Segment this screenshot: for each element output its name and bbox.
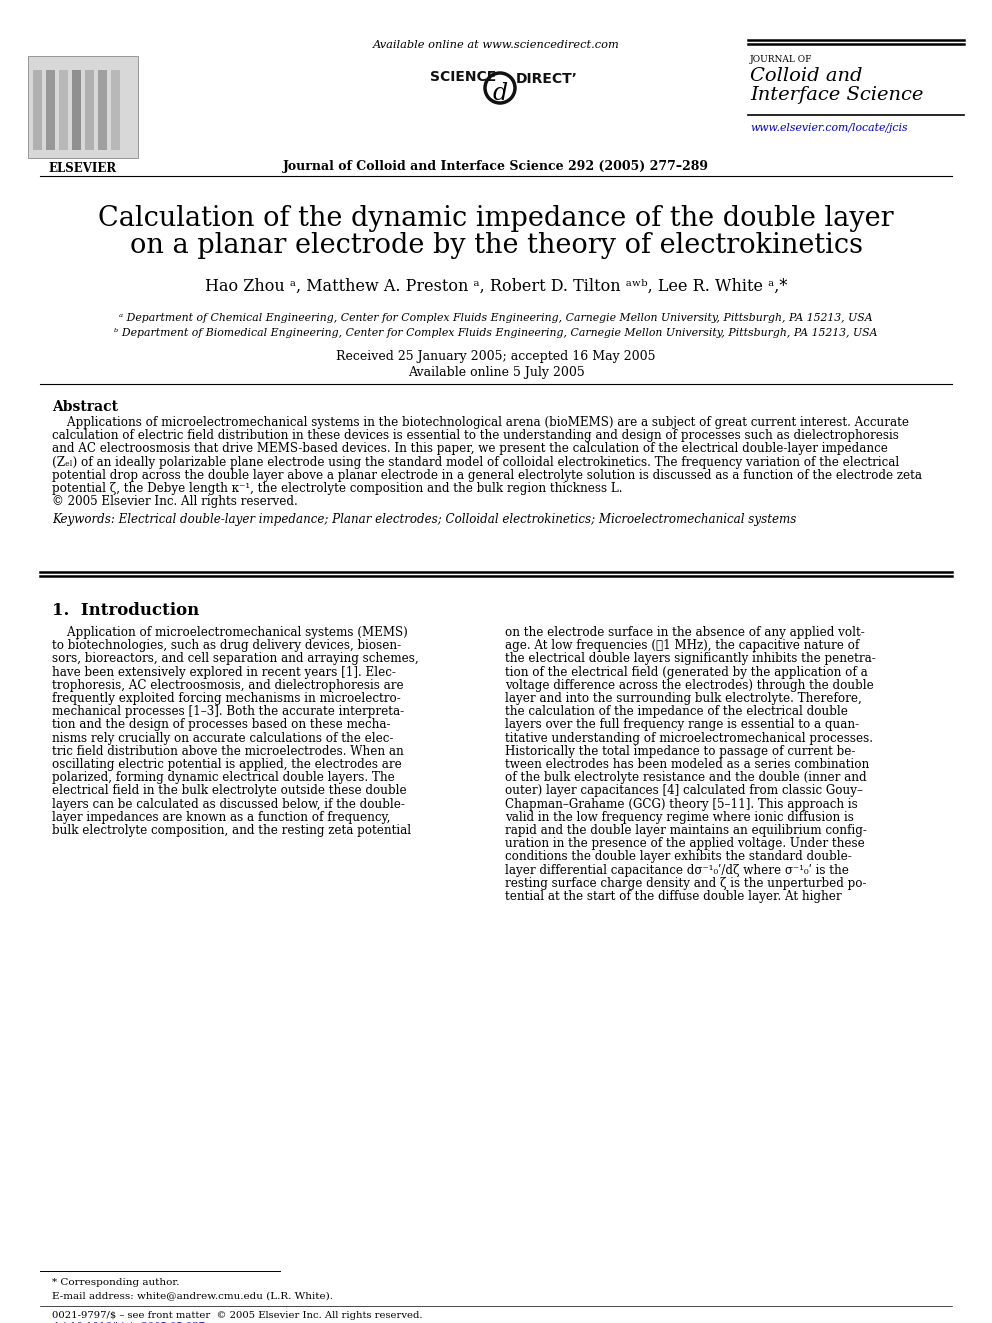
Text: tric field distribution above the microelectrodes. When an: tric field distribution above the microe…	[52, 745, 404, 758]
Text: Journal of Colloid and Interface Science 292 (2005) 277–289: Journal of Colloid and Interface Science…	[283, 160, 709, 173]
Text: © 2005 Elsevier Inc. All rights reserved.: © 2005 Elsevier Inc. All rights reserved…	[52, 495, 298, 508]
Text: Calculation of the dynamic impedance of the double layer: Calculation of the dynamic impedance of …	[98, 205, 894, 232]
Text: outer) layer capacitances [4] calculated from classic Gouy–: outer) layer capacitances [4] calculated…	[505, 785, 863, 798]
Text: to biotechnologies, such as drug delivery devices, biosen-: to biotechnologies, such as drug deliver…	[52, 639, 401, 652]
Text: nisms rely crucially on accurate calculations of the elec-: nisms rely crucially on accurate calcula…	[52, 732, 394, 745]
Text: layer impedances are known as a function of frequency,: layer impedances are known as a function…	[52, 811, 391, 824]
Text: polarized, forming dynamic electrical double layers. The: polarized, forming dynamic electrical do…	[52, 771, 395, 785]
Text: electrical field in the bulk electrolyte outside these double: electrical field in the bulk electrolyte…	[52, 785, 407, 798]
Text: valid in the low frequency regime where ionic diffusion is: valid in the low frequency regime where …	[505, 811, 854, 824]
Text: Chapman–Grahame (GCG) theory [5–11]. This approach is: Chapman–Grahame (GCG) theory [5–11]. Thi…	[505, 798, 858, 811]
Text: and AC electroosmosis that drive MEMS-based devices. In this paper, we present t: and AC electroosmosis that drive MEMS-ba…	[52, 442, 888, 455]
FancyBboxPatch shape	[111, 70, 120, 149]
Text: ᵃ Department of Chemical Engineering, Center for Complex Fluids Engineering, Car: ᵃ Department of Chemical Engineering, Ce…	[119, 314, 873, 323]
Text: Available online 5 July 2005: Available online 5 July 2005	[408, 366, 584, 378]
Text: age. At low frequencies (≪1 MHz), the capacitive nature of: age. At low frequencies (≪1 MHz), the ca…	[505, 639, 859, 652]
Text: layer differential capacitance dσ⁻¹₀ʹ/dζ where σ⁻¹₀ʹ is the: layer differential capacitance dσ⁻¹₀ʹ/dζ…	[505, 864, 849, 877]
Text: the calculation of the impedance of the electrical double: the calculation of the impedance of the …	[505, 705, 848, 718]
Text: resting surface charge density and ζ is the unperturbed po-: resting surface charge density and ζ is …	[505, 877, 866, 890]
Text: tween electrodes has been modeled as a series combination: tween electrodes has been modeled as a s…	[505, 758, 869, 771]
Text: 0021-9797/$ – see front matter  © 2005 Elsevier Inc. All rights reserved.: 0021-9797/$ – see front matter © 2005 El…	[52, 1311, 423, 1320]
Text: Applications of microelectromechanical systems in the biotechnological arena (bi: Applications of microelectromechanical s…	[52, 415, 909, 429]
Text: layers can be calculated as discussed below, if the double-: layers can be calculated as discussed be…	[52, 798, 405, 811]
Text: Historically the total impedance to passage of current be-: Historically the total impedance to pass…	[505, 745, 855, 758]
Text: potential drop across the double layer above a planar electrode in a general ele: potential drop across the double layer a…	[52, 468, 922, 482]
Text: frequently exploited forcing mechanisms in microelectro-: frequently exploited forcing mechanisms …	[52, 692, 401, 705]
Text: www.elsevier.com/locate/jcis: www.elsevier.com/locate/jcis	[750, 123, 908, 134]
Text: Available online at www.sciencedirect.com: Available online at www.sciencedirect.co…	[373, 40, 619, 50]
Text: DIRECT’: DIRECT’	[516, 71, 578, 86]
FancyBboxPatch shape	[98, 70, 107, 149]
Text: mechanical processes [1–3]. Both the accurate interpreta-: mechanical processes [1–3]. Both the acc…	[52, 705, 404, 718]
Text: 1.  Introduction: 1. Introduction	[52, 602, 199, 619]
FancyBboxPatch shape	[46, 70, 55, 149]
Text: JOURNAL OF: JOURNAL OF	[750, 56, 812, 64]
Text: oscillating electric potential is applied, the electrodes are: oscillating electric potential is applie…	[52, 758, 402, 771]
Text: titative understanding of microelectromechanical processes.: titative understanding of microelectrome…	[505, 732, 873, 745]
FancyBboxPatch shape	[85, 70, 94, 149]
Text: layer and into the surrounding bulk electrolyte. Therefore,: layer and into the surrounding bulk elec…	[505, 692, 862, 705]
Text: uration in the presence of the applied voltage. Under these: uration in the presence of the applied v…	[505, 837, 865, 851]
Text: bulk electrolyte composition, and the resting zeta potential: bulk electrolyte composition, and the re…	[52, 824, 411, 837]
Text: Application of microelectromechanical systems (MEMS): Application of microelectromechanical sy…	[52, 626, 408, 639]
Text: layers over the full frequency range is essential to a quan-: layers over the full frequency range is …	[505, 718, 859, 732]
Text: SCIENCE: SCIENCE	[430, 70, 496, 83]
Text: tential at the start of the diffuse double layer. At higher: tential at the start of the diffuse doub…	[505, 890, 841, 904]
Text: tion of the electrical field (generated by the application of a: tion of the electrical field (generated …	[505, 665, 868, 679]
Text: voltage difference across the electrodes) through the double: voltage difference across the electrodes…	[505, 679, 874, 692]
Text: d: d	[492, 82, 508, 105]
Text: E-mail address: white@andrew.cmu.edu (L.R. White).: E-mail address: white@andrew.cmu.edu (L.…	[52, 1291, 333, 1301]
Text: the electrical double layers significantly inhibits the penetra-: the electrical double layers significant…	[505, 652, 876, 665]
Text: Hao Zhou ᵃ, Matthew A. Preston ᵃ, Robert D. Tilton ᵃʷᵇ, Lee R. White ᵃ,*: Hao Zhou ᵃ, Matthew A. Preston ᵃ, Robert…	[204, 278, 788, 295]
Text: ᵇ Department of Biomedical Engineering, Center for Complex Fluids Engineering, C: ᵇ Department of Biomedical Engineering, …	[114, 328, 878, 337]
Text: have been extensively explored in recent years [1]. Elec-: have been extensively explored in recent…	[52, 665, 396, 679]
Text: potential ζ, the Debye length κ⁻¹, the electrolyte composition and the bulk regi: potential ζ, the Debye length κ⁻¹, the e…	[52, 482, 623, 495]
Text: rapid and the double layer maintains an equilibrium config-: rapid and the double layer maintains an …	[505, 824, 867, 837]
Text: (Zₑₗ) of an ideally polarizable plane electrode using the standard model of coll: (Zₑₗ) of an ideally polarizable plane el…	[52, 455, 900, 468]
Text: Colloid and: Colloid and	[750, 67, 862, 85]
Text: Keywords: Electrical double-layer impedance; Planar electrodes; Colloidal electr: Keywords: Electrical double-layer impeda…	[52, 513, 797, 527]
FancyBboxPatch shape	[28, 56, 138, 157]
Text: calculation of electric field distribution in these devices is essential to the : calculation of electric field distributi…	[52, 429, 899, 442]
Text: Abstract: Abstract	[52, 400, 118, 414]
Text: conditions the double layer exhibits the standard double-: conditions the double layer exhibits the…	[505, 851, 852, 864]
FancyBboxPatch shape	[33, 70, 42, 149]
Text: sors, bioreactors, and cell separation and arraying schemes,: sors, bioreactors, and cell separation a…	[52, 652, 419, 665]
Text: tion and the design of processes based on these mecha-: tion and the design of processes based o…	[52, 718, 391, 732]
Text: on the electrode surface in the absence of any applied volt-: on the electrode surface in the absence …	[505, 626, 865, 639]
FancyBboxPatch shape	[72, 70, 81, 149]
Text: trophoresis, AC electroosmosis, and dielectrophoresis are: trophoresis, AC electroosmosis, and diel…	[52, 679, 404, 692]
Text: on a planar electrode by the theory of electrokinetics: on a planar electrode by the theory of e…	[130, 232, 862, 259]
Text: Interface Science: Interface Science	[750, 86, 924, 105]
Text: ELSEVIER: ELSEVIER	[49, 161, 117, 175]
Text: of the bulk electrolyte resistance and the double (inner and: of the bulk electrolyte resistance and t…	[505, 771, 867, 785]
Text: Received 25 January 2005; accepted 16 May 2005: Received 25 January 2005; accepted 16 Ma…	[336, 351, 656, 363]
FancyBboxPatch shape	[59, 70, 68, 149]
Text: * Corresponding author.: * Corresponding author.	[52, 1278, 180, 1287]
